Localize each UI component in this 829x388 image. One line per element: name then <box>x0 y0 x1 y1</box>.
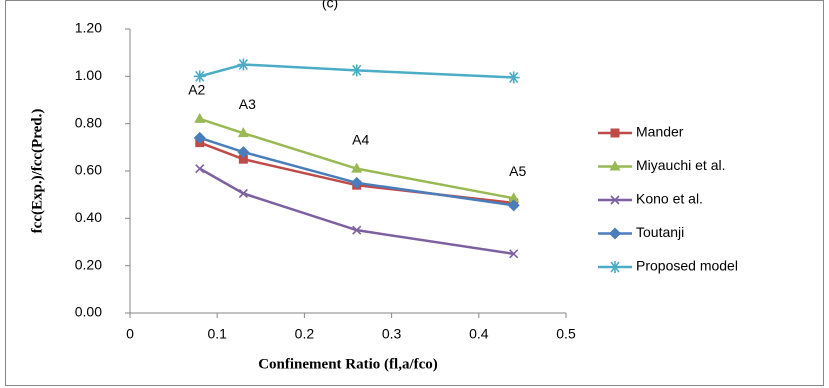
x-tick-label: 0 <box>126 326 134 342</box>
marker <box>193 131 206 144</box>
marker <box>507 71 520 84</box>
x-tick-label: 0.4 <box>469 326 489 342</box>
y-tick-label: 0.60 <box>75 162 102 178</box>
marker <box>350 64 363 77</box>
series-line <box>199 63 514 79</box>
y-tick-label: 0.00 <box>75 304 102 320</box>
legend-label: Proposed model <box>636 258 738 274</box>
marker <box>238 154 248 164</box>
marker <box>237 146 250 159</box>
marker <box>350 176 363 189</box>
marker <box>193 70 206 83</box>
marker <box>509 249 519 259</box>
legend-marker <box>609 261 621 273</box>
series-line <box>199 167 514 256</box>
legend-label: Toutanji <box>636 224 684 240</box>
y-tick-label: 0.20 <box>75 256 102 272</box>
annotation: A3 <box>239 96 256 112</box>
x-tick-label: 0.2 <box>295 326 315 342</box>
legend-label: Mander <box>636 124 684 140</box>
annotation: A5 <box>509 163 526 179</box>
x-tick-label: 0.1 <box>207 326 227 342</box>
chart-border <box>5 0 824 386</box>
legend-label: Kono et al. <box>636 191 703 207</box>
annotation: A2 <box>188 82 205 98</box>
y-tick-label: 1.20 <box>75 20 102 36</box>
annotation: A4 <box>352 131 369 147</box>
marker <box>508 192 520 203</box>
marker <box>507 199 520 212</box>
y-tick-label: 1.00 <box>75 67 102 83</box>
marker <box>352 225 362 235</box>
legend-marker <box>610 195 620 205</box>
series-line <box>199 117 514 200</box>
legend-label: Miyauchi et al. <box>636 157 725 173</box>
y-axis-label: fcc(Exp.)/fcc(Pred.) <box>29 109 45 234</box>
marker <box>237 127 249 138</box>
chart-title: (c) <box>322 0 338 11</box>
marker <box>238 188 248 199</box>
x-axis-label: Confinement Ratio (fl,a/fco) <box>258 356 438 372</box>
x-tick-label: 0.5 <box>556 326 576 342</box>
legend-marker <box>609 227 621 240</box>
series-line <box>199 136 514 207</box>
legend-marker <box>609 160 621 171</box>
y-tick-label: 0.80 <box>75 114 102 130</box>
y-tick-label: 0.40 <box>75 209 102 225</box>
marker <box>237 58 250 71</box>
x-tick-label: 0.3 <box>382 326 402 342</box>
legend-marker <box>610 128 620 138</box>
marker <box>195 164 205 174</box>
marker <box>194 112 206 123</box>
marker <box>351 162 363 173</box>
